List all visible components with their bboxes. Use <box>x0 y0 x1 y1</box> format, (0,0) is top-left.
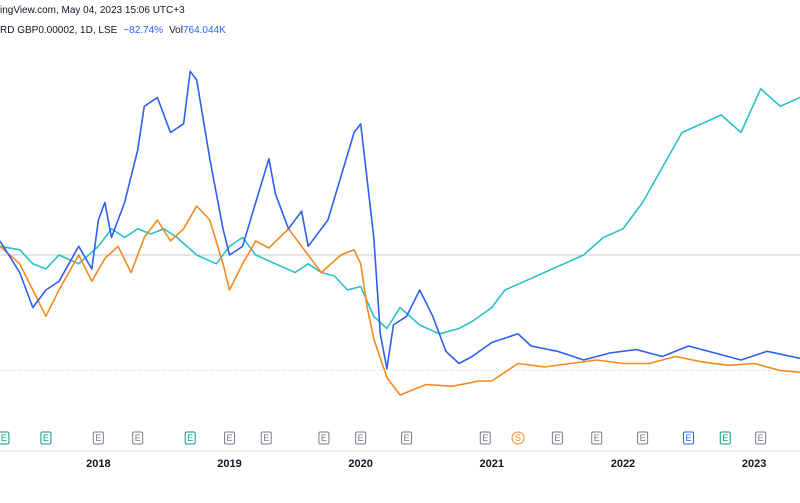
event-marker-label: E <box>227 433 233 443</box>
event-marker[interactable]: E <box>637 431 649 445</box>
x-tick-label: 2022 <box>611 458 635 470</box>
volume-label: Vol <box>169 25 183 36</box>
event-marker-label: E <box>640 433 646 443</box>
event-marker[interactable]: E <box>318 431 330 445</box>
change-percent: −82.74% <box>123 25 164 36</box>
event-marker-label: E <box>321 433 327 443</box>
symbol-legend: RD GBP0.00002, 1D, LSE −82.74% Vol764.044K <box>0 25 226 36</box>
event-marker-label: E <box>187 433 193 443</box>
event-marker-label: E <box>404 433 410 443</box>
event-marker[interactable]: E <box>401 431 413 445</box>
event-marker-label: E <box>43 433 49 443</box>
x-tick-label: 2023 <box>742 458 766 470</box>
event-marker[interactable]: E <box>224 431 236 445</box>
x-tick-label: 2020 <box>348 458 372 470</box>
event-marker-label: E <box>594 433 600 443</box>
event-marker[interactable]: E <box>719 431 731 445</box>
event-marker-label: E <box>358 433 364 443</box>
event-marker[interactable]: E <box>591 431 603 445</box>
event-marker-label: S <box>515 433 521 443</box>
event-marker[interactable]: E <box>683 431 695 445</box>
event-marker[interactable]: S <box>511 431 525 445</box>
event-marker-label: E <box>263 433 269 443</box>
event-marker[interactable]: E <box>0 431 10 445</box>
event-marker[interactable]: E <box>260 431 272 445</box>
series-line <box>0 70 800 370</box>
event-marker[interactable]: E <box>132 431 144 445</box>
event-marker-label: E <box>758 433 764 443</box>
series-layer <box>0 70 800 396</box>
event-marker-label: E <box>722 433 728 443</box>
series-line <box>0 88 800 335</box>
x-tick-label: 2019 <box>217 458 241 470</box>
event-marker-label: E <box>554 433 560 443</box>
event-marker-label: E <box>1 433 7 443</box>
event-marker[interactable]: E <box>92 431 104 445</box>
event-marker-label: E <box>135 433 141 443</box>
x-tick-label: 2018 <box>86 458 110 470</box>
event-marker[interactable]: E <box>355 431 367 445</box>
volume-value: 764.044K <box>182 25 226 36</box>
x-tick-label: 2021 <box>480 458 504 470</box>
event-marker-label: E <box>482 433 488 443</box>
event-marker[interactable]: E <box>755 431 767 445</box>
source-watermark: ingView.com, May 04, 2023 15:06 UTC+3 <box>0 5 185 16</box>
event-marker[interactable]: E <box>479 431 491 445</box>
symbol-info: RD GBP0.00002, 1D, LSE <box>0 25 118 36</box>
event-marker[interactable]: E <box>184 431 196 445</box>
event-marker[interactable]: E <box>40 431 52 445</box>
event-marker[interactable]: E <box>551 431 563 445</box>
reference-lines <box>0 254 800 371</box>
time-axis: 2018 2019 2020 2021 2022 2023 <box>86 458 766 470</box>
event-marker-label: E <box>686 433 692 443</box>
event-marker-label: E <box>95 433 101 443</box>
series-line <box>0 205 800 396</box>
